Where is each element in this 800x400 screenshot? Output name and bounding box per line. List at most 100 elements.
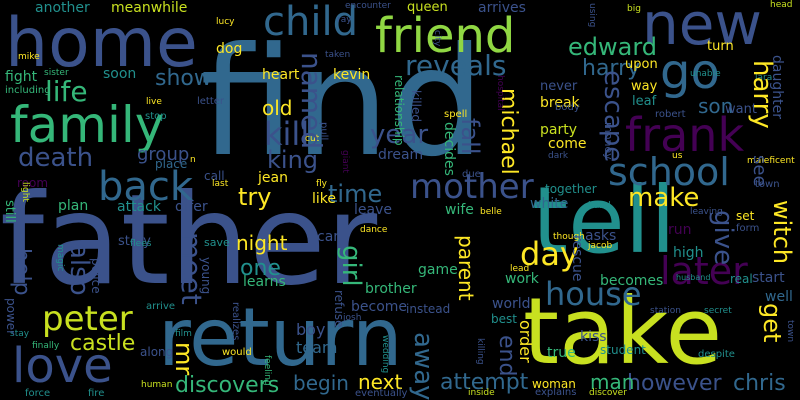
word-us: us (672, 151, 683, 161)
word-explains: explains (535, 387, 577, 398)
word-attempt: attempt (440, 370, 529, 395)
word-station: station (650, 306, 681, 316)
word-instead: instead (406, 302, 451, 316)
word-husband: husband (676, 273, 711, 282)
word-heart: heart (262, 67, 300, 83)
word-relationship: relationship (392, 75, 406, 146)
word-hospital: hospital (495, 75, 505, 111)
word-head: head (770, 0, 793, 10)
word-room: room (17, 176, 49, 190)
word-world: world (492, 296, 531, 312)
word-named: named (295, 52, 328, 150)
word-robert: robert (655, 109, 686, 120)
word-white: white (530, 196, 569, 212)
word-eventually: eventually (355, 388, 408, 399)
word-finally: finally (32, 341, 60, 351)
word-belle: belle (480, 207, 502, 217)
word-home: home (5, 4, 198, 83)
word-save: save (204, 236, 230, 249)
word-discovers: discovers (175, 373, 280, 398)
word-lucy: lucy (216, 17, 235, 27)
word-pull: pull (318, 122, 329, 141)
word-escape: escape (598, 70, 628, 163)
word-student: student (600, 343, 646, 357)
word-daughter: daughter (769, 55, 785, 119)
word-refuse: refuse (332, 290, 346, 328)
word-police: police (89, 258, 103, 294)
word-would: would (222, 347, 252, 358)
word-offer: offer (175, 199, 208, 215)
word-dog: dog (216, 41, 243, 57)
word-game: game (418, 262, 458, 278)
word-back: back (98, 164, 194, 210)
word-town: town (755, 179, 780, 190)
word-attack: attack (117, 199, 161, 215)
word-night: night (236, 231, 288, 255)
word-last: last (212, 179, 229, 189)
word-order: order (516, 320, 535, 363)
word-fire: fire (88, 388, 105, 399)
word-decides: decides (441, 122, 457, 176)
word-friend: friend (375, 8, 516, 64)
word-mr: mr (170, 342, 198, 376)
word-return: return (158, 291, 403, 384)
word-girl: girl (336, 245, 366, 287)
word-rescue: rescue (569, 235, 585, 282)
word-encounter: encounter (345, 1, 391, 11)
word-mother: mother (410, 167, 534, 207)
word-inside: inside (468, 388, 495, 398)
word-including-v: still (2, 200, 17, 223)
word-upon: upon (625, 57, 658, 72)
word-body: body (555, 102, 580, 113)
word-michael: michael (496, 88, 521, 175)
word-chris: chris (733, 371, 786, 396)
word-best: best (491, 312, 517, 326)
word-due: due (462, 169, 481, 180)
word-realizes: realizes (230, 302, 241, 341)
word-turn-v: town (785, 320, 795, 343)
word-give: give (708, 210, 738, 266)
word-want: want (725, 102, 757, 117)
word-father: father (0, 168, 378, 313)
word-secret: secret (704, 306, 732, 316)
word-edward: edward (568, 33, 658, 61)
word-high: high (673, 245, 704, 261)
word-leave: leave (354, 202, 392, 218)
word-group: group (137, 144, 190, 165)
word-new: new (642, 0, 762, 58)
word-queen: queen (407, 0, 448, 15)
word-jacob: jacob (588, 241, 613, 251)
word-peter: peter (42, 299, 133, 339)
word-soon: soon (103, 66, 137, 82)
word-young: young (199, 257, 213, 295)
word-break: break (540, 95, 580, 111)
word-team: team (296, 338, 338, 357)
word-party: party (540, 122, 577, 138)
word-fly: fly (316, 179, 327, 189)
word-leaving: leaving (690, 207, 723, 217)
word-dark: dark (548, 151, 569, 161)
word-see: see (749, 155, 770, 187)
word-tell: tell (532, 167, 676, 274)
word-maleficent: maleficent (747, 156, 795, 166)
word-make: make (628, 183, 700, 213)
word-meanwhile: meanwhile (111, 0, 188, 16)
word-jean: jean (258, 170, 288, 186)
word-unable: unable (690, 69, 721, 79)
word-taken: taken (325, 50, 351, 60)
word-wedding: wedding (380, 335, 390, 374)
word-stop: stop (145, 111, 167, 122)
word-arrive: arrive (146, 301, 176, 312)
word-meet: meet (175, 232, 208, 305)
word-end: end (494, 335, 519, 377)
word-discover: discover (589, 388, 627, 398)
word-leaf: leaf (632, 94, 657, 109)
word-n: n (190, 155, 196, 165)
word-reveals: reveals (405, 49, 507, 82)
word-school: school (608, 150, 730, 194)
word-show: show (155, 66, 212, 91)
word-arrives: arrives (478, 0, 526, 16)
word-lara: lara (755, 73, 773, 83)
word-killed: killed (409, 90, 423, 122)
